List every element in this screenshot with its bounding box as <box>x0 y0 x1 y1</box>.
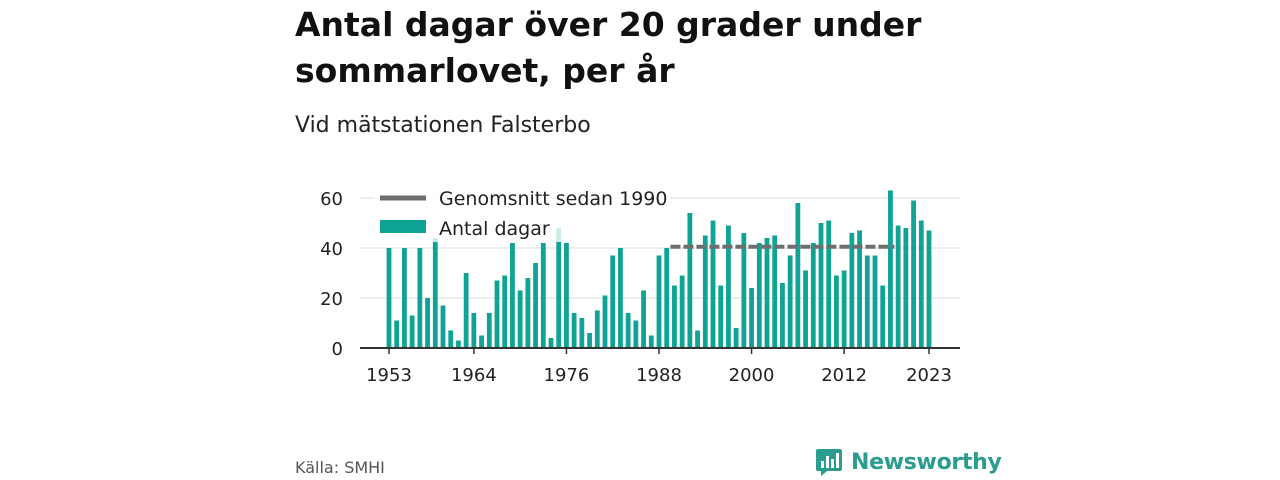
bar-1960 <box>440 305 446 348</box>
bar-2019 <box>895 225 901 348</box>
bar-2008 <box>810 243 816 348</box>
bar-1971 <box>525 278 531 348</box>
bar-1990 <box>672 285 677 348</box>
legend: Genomsnitt sedan 1990 Antal dagar <box>374 180 670 242</box>
bar-1988 <box>656 255 662 348</box>
bar-1987 <box>648 335 654 348</box>
bar-1980 <box>594 310 600 348</box>
bar-2021 <box>911 200 916 348</box>
y-tick-label: 20 <box>320 289 343 310</box>
x-tick-label: 2000 <box>729 365 775 386</box>
bar-1963 <box>463 273 469 348</box>
bar-1976 <box>564 243 569 348</box>
bar-1998 <box>733 328 739 348</box>
bar-1975 <box>556 228 562 348</box>
bar-chart: 0 20 40 60 1953 1964 1976 1988 2000 2012 2023 Geno… <box>320 180 960 386</box>
bar-1999 <box>741 233 747 348</box>
brand-name: Newsworthy <box>851 449 1002 475</box>
x-tick-label: 1988 <box>636 365 682 386</box>
bar-2014 <box>857 230 862 348</box>
bar-1993 <box>695 330 700 348</box>
bar-1953 <box>386 248 392 348</box>
x-tick-label: 2012 <box>821 365 867 386</box>
bar-2002 <box>764 238 770 348</box>
bar-1968 <box>502 275 508 348</box>
bar-1967 <box>494 280 500 348</box>
bar-1994 <box>702 235 708 348</box>
bar-2016 <box>872 255 878 348</box>
bar-2022 <box>918 220 924 348</box>
newsworthy-logo-icon <box>816 449 842 476</box>
bar-1991 <box>679 275 685 348</box>
bar-2001 <box>756 243 762 348</box>
bar-1995 <box>710 220 716 348</box>
bar-2007 <box>803 270 808 348</box>
bar-1957 <box>417 248 423 348</box>
bar-1959 <box>432 238 438 348</box>
bar-1996 <box>718 285 724 348</box>
x-tick-label: 2023 <box>906 365 952 386</box>
bar-1984 <box>625 313 631 348</box>
axes: 0 20 40 60 1953 1964 1976 1988 2000 2012 2023 <box>320 189 960 386</box>
x-tick-label: 1964 <box>451 365 497 386</box>
bar-1986 <box>641 290 646 348</box>
bar-1973 <box>540 243 546 348</box>
bar-2005 <box>787 255 793 348</box>
bar-1983 <box>618 248 623 348</box>
bars <box>386 190 932 348</box>
bar-1970 <box>517 290 523 348</box>
bar-1958 <box>425 298 430 348</box>
bar-1981 <box>602 295 608 348</box>
bar-1985 <box>633 320 639 348</box>
bar-2009 <box>818 223 824 348</box>
bar-1982 <box>610 255 616 348</box>
bar-1979 <box>587 333 592 348</box>
bar-1972 <box>533 263 538 348</box>
brand-logo[interactable]: Newsworthy <box>815 446 1002 478</box>
bar-2003 <box>772 235 778 348</box>
bar-2017 <box>880 285 886 348</box>
bar-2023 <box>926 230 932 348</box>
bar-1997 <box>726 225 731 348</box>
x-tick-label: 1953 <box>366 365 412 386</box>
bar-2012 <box>841 270 847 348</box>
bar-1978 <box>579 318 585 348</box>
bar-1965 <box>479 335 484 348</box>
y-tick-label: 0 <box>332 339 343 360</box>
bar-1966 <box>486 313 492 348</box>
bar-1964 <box>471 313 477 348</box>
bar-1969 <box>510 243 515 348</box>
bar-1956 <box>409 315 415 348</box>
bar-1955 <box>402 248 407 348</box>
y-tick-label: 40 <box>320 239 343 260</box>
bar-1989 <box>664 248 670 348</box>
bar-1977 <box>571 313 577 348</box>
y-tick-label: 60 <box>320 189 343 210</box>
bar-2010 <box>826 220 832 348</box>
bar-2004 <box>780 283 785 348</box>
bar-1962 <box>456 340 461 348</box>
bar-2000 <box>749 288 754 348</box>
bar-1961 <box>448 330 454 348</box>
bar-1992 <box>687 213 693 348</box>
bar-2015 <box>864 255 870 348</box>
x-tick-label: 1976 <box>544 365 590 386</box>
bar-2018 <box>888 190 893 348</box>
chart-subtitle: Vid mätstationen Falsterbo <box>295 113 591 138</box>
legend-swatch-bars <box>380 220 426 233</box>
legend-label-average: Genomsnitt sedan 1990 <box>439 188 667 210</box>
bar-2011 <box>834 275 839 348</box>
bar-1954 <box>394 320 400 348</box>
bar-1974 <box>548 338 554 348</box>
bar-2020 <box>903 228 909 348</box>
legend-label-bars: Antal dagar <box>439 218 550 240</box>
source-note: Källa: SMHI <box>295 458 385 477</box>
bar-2006 <box>795 203 801 348</box>
bar-2013 <box>849 233 855 348</box>
chart-title: Antal dagar över 20 grader under sommarl… <box>295 5 922 90</box>
